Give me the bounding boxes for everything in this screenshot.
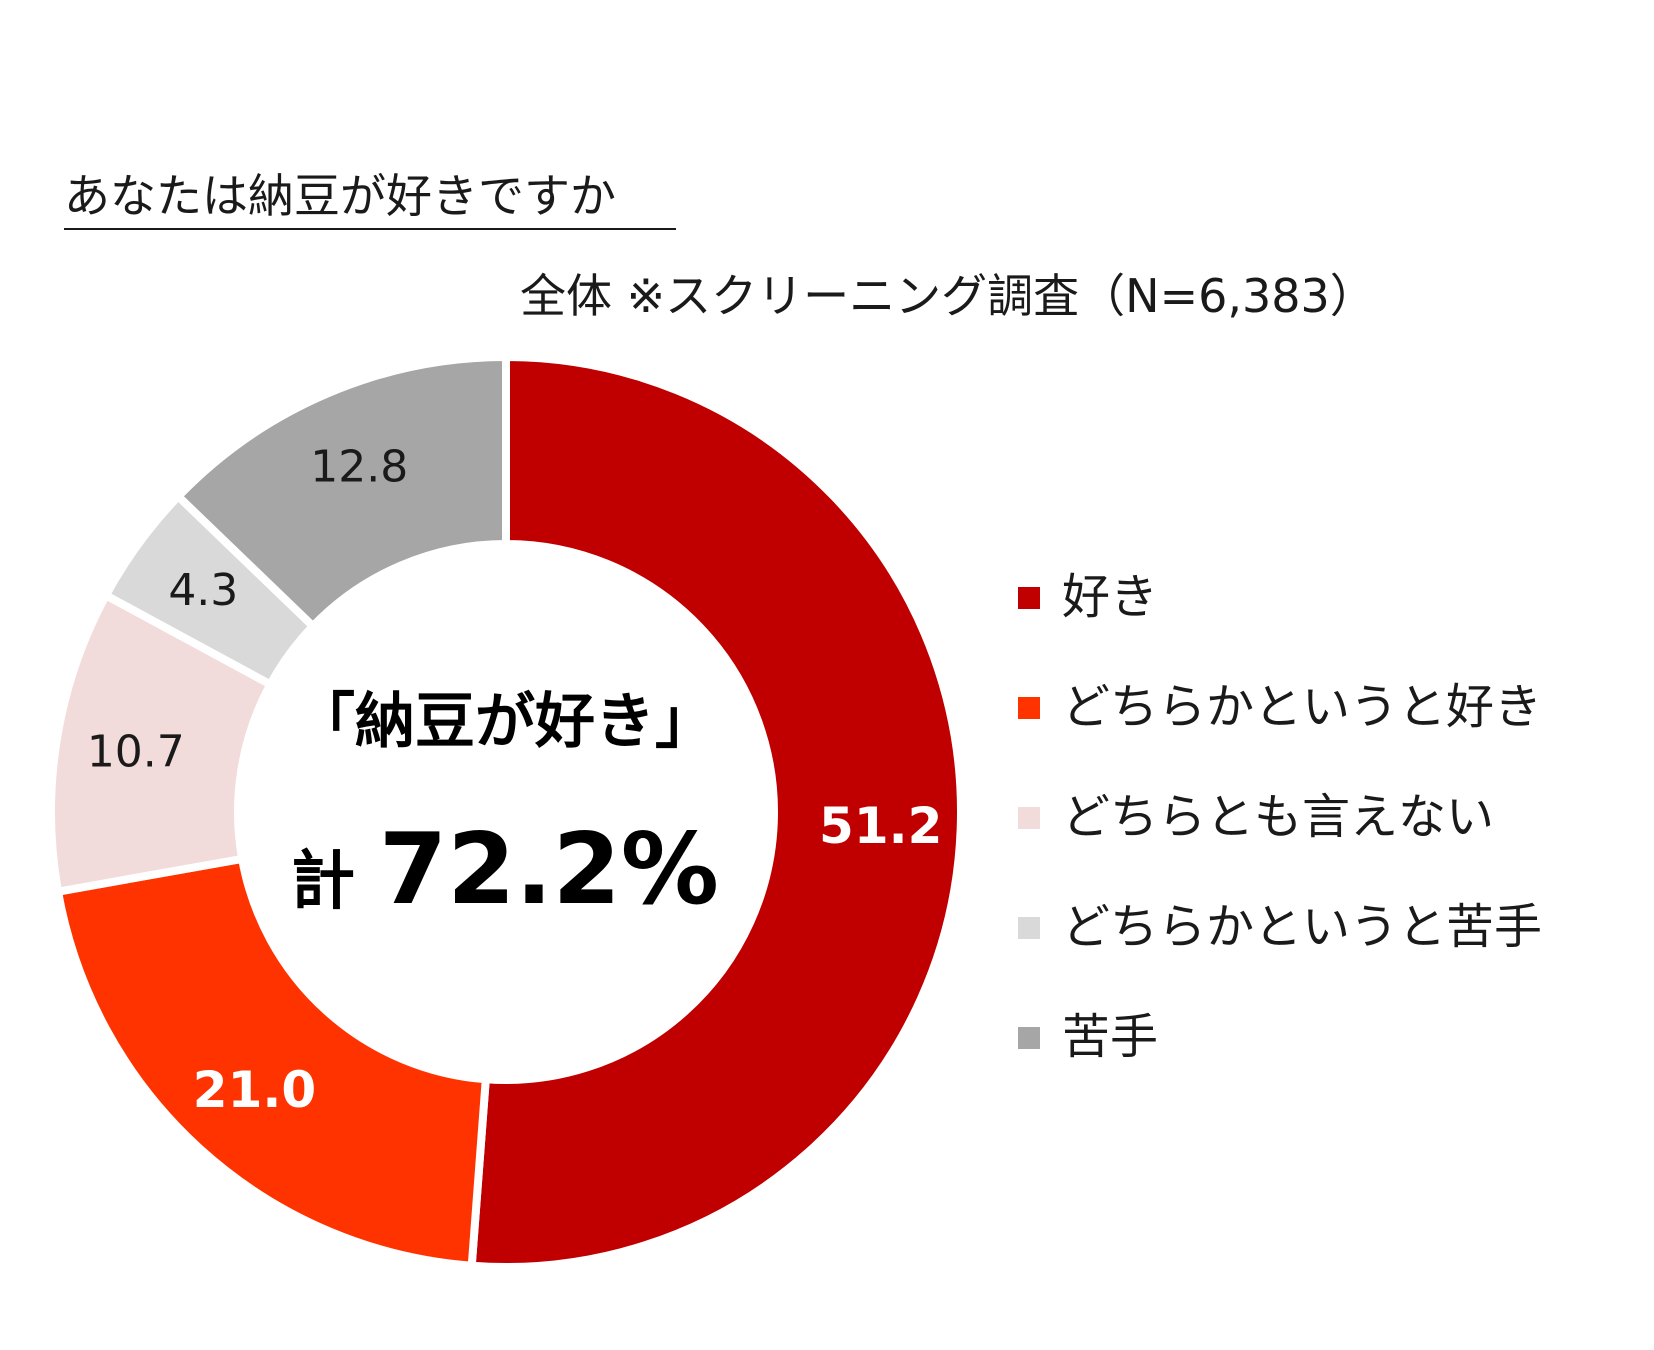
legend-label-2: どちらかというと好き [1062, 679, 1543, 735]
legend-label-4: どちらかというと苦手 [1062, 899, 1543, 955]
donut-slice-5 [172, 352, 510, 632]
legend-swatch-4 [1018, 917, 1040, 939]
legend-label-5: 苦手 [1062, 1009, 1159, 1065]
slice-value-label-5: 12.8 [310, 441, 408, 492]
slice-value-label-2: 21.0 [193, 1061, 316, 1119]
center-total: 計 72.2% [220, 815, 790, 953]
chart-question-title: あなたは納豆が好きですか [64, 169, 616, 223]
slice-value-label-1: 51.2 [819, 797, 942, 855]
legend-label-3: どちらとも言えない [1062, 789, 1495, 845]
legend-swatch-2 [1018, 697, 1040, 719]
legend-swatch-1 [1018, 587, 1040, 609]
legend-label-1: 好き [1062, 569, 1159, 625]
donut-slice-1 [467, 352, 965, 1271]
donut-slice-2 [53, 854, 491, 1271]
donut-slices [47, 352, 965, 1271]
center-headline: 「納豆が好き」 [295, 687, 715, 757]
slice-value-label-4: 4.3 [168, 565, 238, 616]
center-total-prefix: 計 [291, 845, 355, 919]
center-total-value: 72.2% [379, 813, 719, 927]
slice-value-label-3: 10.7 [87, 727, 185, 778]
title-underline [64, 228, 676, 230]
legend-swatch-3 [1018, 807, 1040, 829]
donut-slice-labels: 51.2 21.0 10.7 4.3 12.8 [87, 441, 943, 1119]
chart-sample-note: 全体 ※スクリーニング調査（N=6,383） [520, 269, 1376, 323]
legend-swatch-5 [1018, 1027, 1040, 1049]
